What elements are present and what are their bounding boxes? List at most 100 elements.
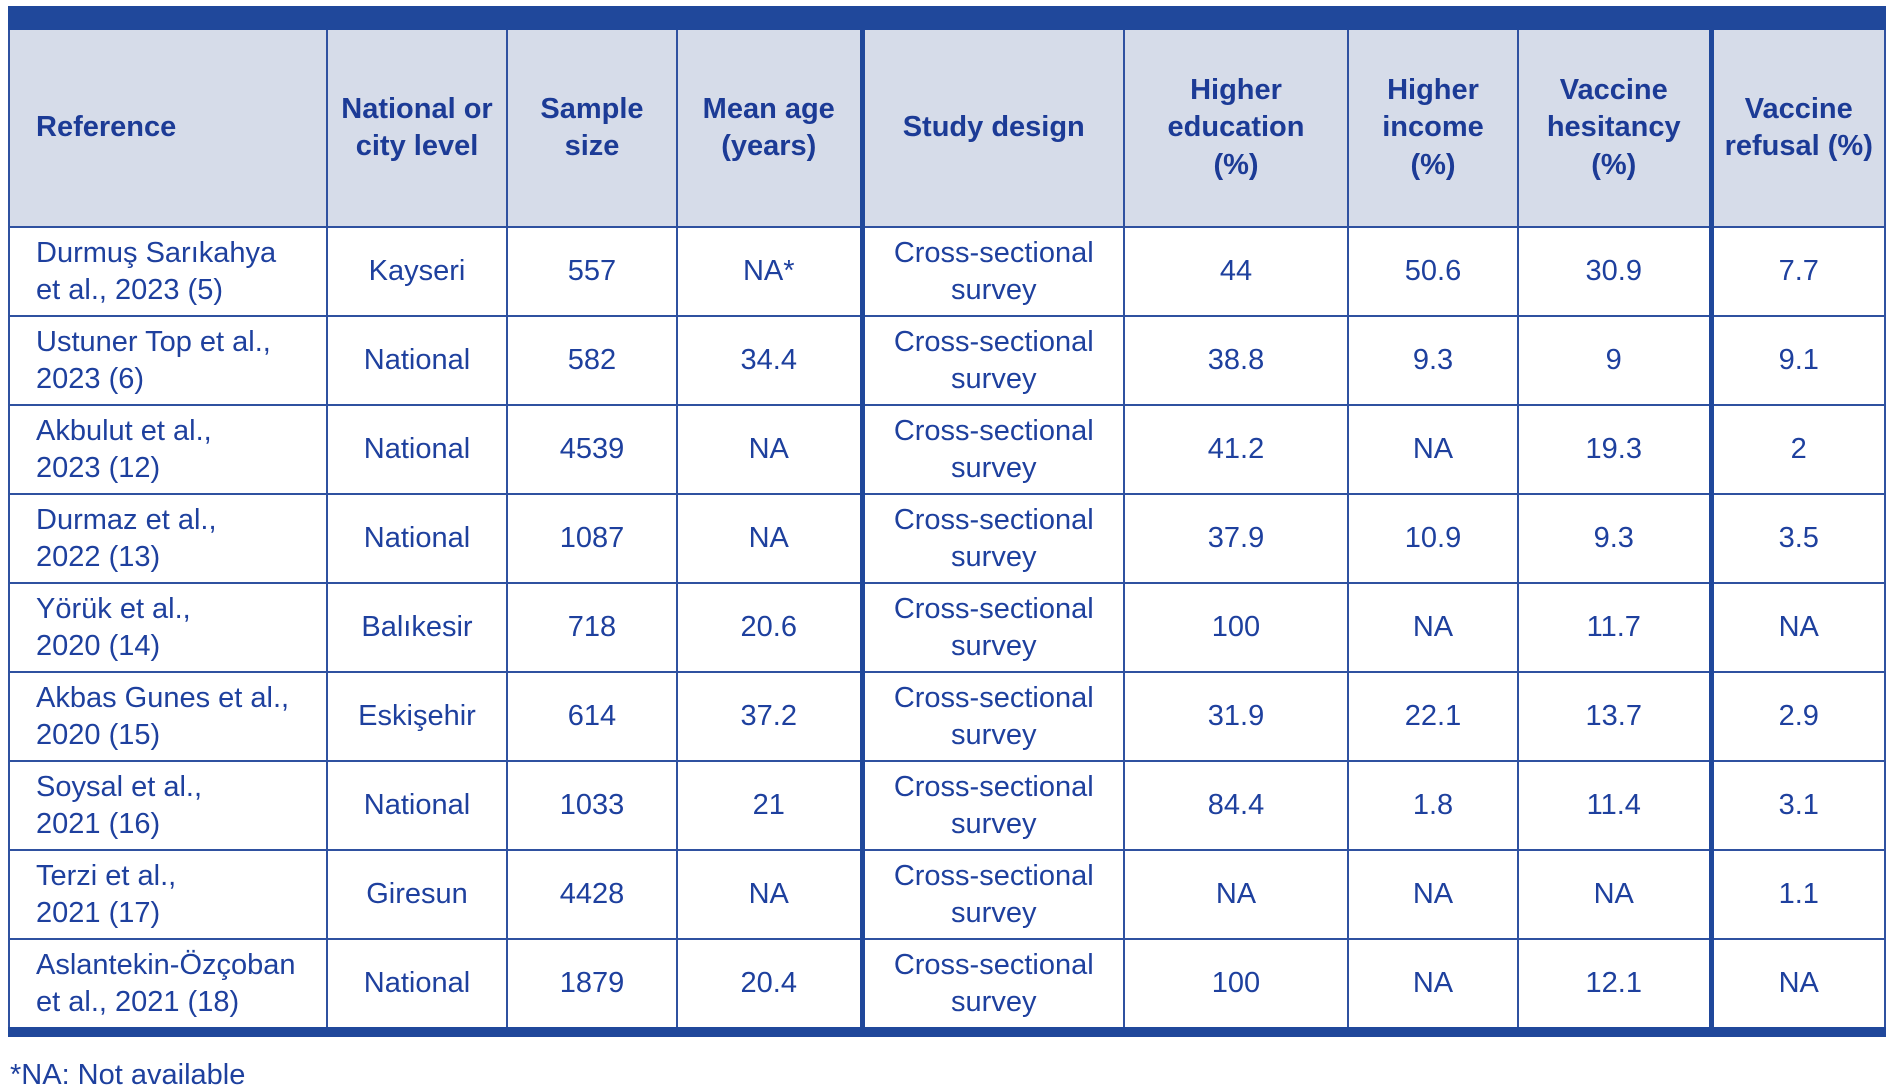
cell-higher-income: 10.9 <box>1347 493 1519 584</box>
cell-reference: Yörük et al., 2020 (14) <box>8 582 328 673</box>
cell-level: Balıkesir <box>326 582 508 673</box>
cell-sample-size: 4428 <box>506 849 678 940</box>
cell-higher-education: 41.2 <box>1123 404 1349 495</box>
cell-sample-size: 582 <box>506 315 678 406</box>
cell-reference: Ustuner Top et al., 2023 (6) <box>8 315 328 406</box>
cell-higher-education: 44 <box>1123 226 1349 317</box>
cell-level: National <box>326 938 508 1037</box>
column-header-reference: Reference <box>8 6 328 228</box>
table-row: Durmuş Sarıkahya et al., 2023 (5) Kayseri… <box>8 226 1886 317</box>
cell-vaccine-refusal: 7.7 <box>1708 226 1886 317</box>
cell-vaccine-refusal: 9.1 <box>1708 315 1886 406</box>
cell-reference: Terzi et al., 2021 (17) <box>8 849 328 940</box>
table-row: Akbulut et al., 2023 (12) National 4539 NA C… <box>8 404 1886 495</box>
cell-vaccine-refusal: 2.9 <box>1708 671 1886 762</box>
cell-vaccine-hesitancy: 13.7 <box>1517 671 1712 762</box>
cell-reference: Akbas Gunes et al., 2020 (15) <box>8 671 328 762</box>
cell-higher-income: NA <box>1347 849 1519 940</box>
cell-vaccine-hesitancy: 9 <box>1517 315 1712 406</box>
cell-higher-education: 84.4 <box>1123 760 1349 851</box>
cell-study-design: Cross-sectional survey <box>859 760 1125 851</box>
cell-sample-size: 1879 <box>506 938 678 1037</box>
column-header-mean-age: Mean age (years) <box>676 6 863 228</box>
cell-higher-income: 50.6 <box>1347 226 1519 317</box>
cell-mean-age: NA <box>676 493 863 584</box>
cell-level: National <box>326 493 508 584</box>
cell-study-design: Cross-sectional survey <box>859 226 1125 317</box>
cell-higher-education: 100 <box>1123 938 1349 1037</box>
cell-mean-age: 37.2 <box>676 671 863 762</box>
table-row: Durmaz et al., 2022 (13) National 1087 NA Cr… <box>8 493 1886 584</box>
cell-sample-size: 1033 <box>506 760 678 851</box>
cell-vaccine-hesitancy: 9.3 <box>1517 493 1712 584</box>
cell-mean-age: 20.4 <box>676 938 863 1037</box>
table-row: Ustuner Top et al., 2023 (6) National 582 3… <box>8 315 1886 406</box>
cell-reference: Durmuş Sarıkahya et al., 2023 (5) <box>8 226 328 317</box>
cell-higher-education: 38.8 <box>1123 315 1349 406</box>
cell-study-design: Cross-sectional survey <box>859 582 1125 673</box>
cell-level: Giresun <box>326 849 508 940</box>
cell-vaccine-refusal: 2 <box>1708 404 1886 495</box>
cell-higher-income: 22.1 <box>1347 671 1519 762</box>
cell-vaccine-hesitancy: NA <box>1517 849 1712 940</box>
cell-higher-education: 100 <box>1123 582 1349 673</box>
cell-higher-education: 31.9 <box>1123 671 1349 762</box>
cell-reference: Akbulut et al., 2023 (12) <box>8 404 328 495</box>
cell-study-design: Cross-sectional survey <box>859 671 1125 762</box>
cell-sample-size: 4539 <box>506 404 678 495</box>
cell-level: National <box>326 404 508 495</box>
table-row: Soysal et al., 2021 (16) National 1033 21 Cr… <box>8 760 1886 851</box>
cell-vaccine-refusal: NA <box>1708 582 1886 673</box>
cell-mean-age: 34.4 <box>676 315 863 406</box>
column-header-vaccine-refusal: Vaccine refusal (%) <box>1708 6 1886 228</box>
column-header-higher-education: Higher education (%) <box>1123 6 1349 228</box>
cell-study-design: Cross-sectional survey <box>859 315 1125 406</box>
cell-mean-age: NA <box>676 849 863 940</box>
cell-vaccine-hesitancy: 19.3 <box>1517 404 1712 495</box>
cell-sample-size: 614 <box>506 671 678 762</box>
cell-mean-age: 20.6 <box>676 582 863 673</box>
cell-higher-education: NA <box>1123 849 1349 940</box>
cell-higher-income: 1.8 <box>1347 760 1519 851</box>
cell-vaccine-refusal: 3.1 <box>1708 760 1886 851</box>
cell-level: Kayseri <box>326 226 508 317</box>
cell-higher-income: NA <box>1347 938 1519 1037</box>
table-row: Terzi et al., 2021 (17) Giresun 4428 NA Cros… <box>8 849 1886 940</box>
table-footnote: *NA: Not available <box>10 1059 246 1090</box>
cell-vaccine-hesitancy: 30.9 <box>1517 226 1712 317</box>
cell-mean-age: NA* <box>676 226 863 317</box>
cell-sample-size: 718 <box>506 582 678 673</box>
table-row: Akbas Gunes et al., 2020 (15) Eskişehir 61… <box>8 671 1886 762</box>
cell-higher-income: NA <box>1347 404 1519 495</box>
cell-level: Eskişehir <box>326 671 508 762</box>
cell-reference: Soysal et al., 2021 (16) <box>8 760 328 851</box>
column-header-vaccine-hesitancy: Vaccine hesitancy (%) <box>1517 6 1712 228</box>
cell-sample-size: 557 <box>506 226 678 317</box>
cell-higher-education: 37.9 <box>1123 493 1349 584</box>
cell-reference: Durmaz et al., 2022 (13) <box>8 493 328 584</box>
table-header: Reference National or city level Sample … <box>8 6 1886 228</box>
cell-mean-age: NA <box>676 404 863 495</box>
cell-vaccine-refusal: 1.1 <box>1708 849 1886 940</box>
cell-level: National <box>326 760 508 851</box>
cell-higher-income: NA <box>1347 582 1519 673</box>
cell-vaccine-refusal: NA <box>1708 938 1886 1037</box>
studies-table: Reference National or city level Sample … <box>8 6 1886 1037</box>
cell-vaccine-refusal: 3.5 <box>1708 493 1886 584</box>
column-header-sample-size: Sample size <box>506 6 678 228</box>
cell-reference: Aslantekin-Özçoban et al., 2021 (18) <box>8 938 328 1037</box>
cell-vaccine-hesitancy: 12.1 <box>1517 938 1712 1037</box>
table-body: Durmuş Sarıkahya et al., 2023 (5) Kayseri… <box>8 226 1886 1037</box>
cell-vaccine-hesitancy: 11.7 <box>1517 582 1712 673</box>
cell-study-design: Cross-sectional survey <box>859 493 1125 584</box>
header-row: Reference National or city level Sample … <box>8 6 1886 228</box>
cell-mean-age: 21 <box>676 760 863 851</box>
column-header-study-design: Study design <box>859 6 1125 228</box>
cell-higher-income: 9.3 <box>1347 315 1519 406</box>
cell-sample-size: 1087 <box>506 493 678 584</box>
table-row: Aslantekin-Özçoban et al., 2021 (18) Nati… <box>8 938 1886 1037</box>
cell-study-design: Cross-sectional survey <box>859 404 1125 495</box>
cell-vaccine-hesitancy: 11.4 <box>1517 760 1712 851</box>
column-header-higher-income: Higher income (%) <box>1347 6 1519 228</box>
